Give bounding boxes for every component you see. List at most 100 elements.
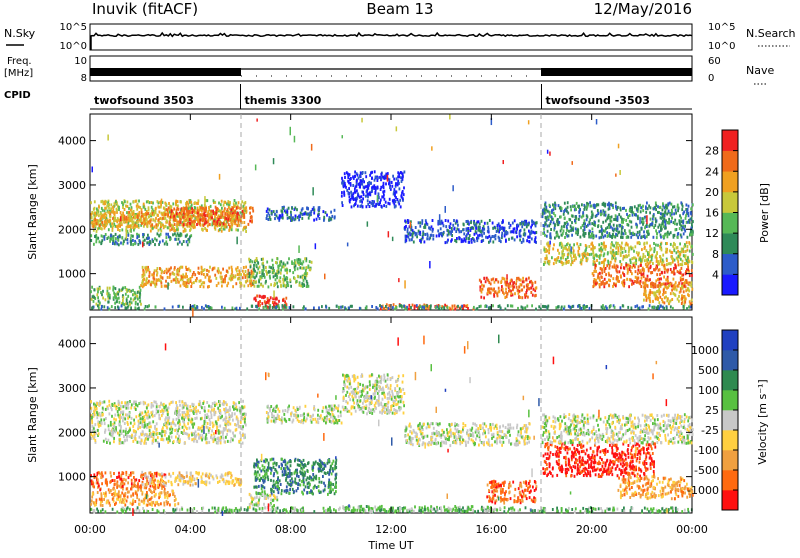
- range-cell: [236, 237, 238, 245]
- range-cell: [201, 214, 203, 217]
- range-cell: [204, 227, 206, 230]
- range-cell: [647, 207, 649, 210]
- range-cell: [146, 241, 148, 244]
- range-cell: [516, 228, 518, 231]
- range-cell: [230, 275, 232, 278]
- range-cell: [118, 243, 120, 246]
- range-cell: [449, 115, 451, 120]
- range-cell: [221, 280, 223, 283]
- range-cell: [649, 211, 651, 214]
- range-cell: [344, 182, 346, 185]
- range-cell: [203, 281, 205, 284]
- range-cell: [649, 248, 651, 251]
- range-cell: [517, 224, 519, 227]
- range-cell: [602, 280, 604, 283]
- range-cell: [441, 307, 443, 310]
- range-cell: [637, 236, 639, 239]
- range-cell: [492, 278, 494, 281]
- range-cell: [567, 248, 569, 251]
- range-cell: [273, 269, 275, 272]
- range-cell: [629, 220, 631, 223]
- range-cell: [242, 276, 244, 279]
- range-cell: [145, 283, 147, 286]
- range-cell: [636, 281, 638, 284]
- range-cell: [679, 214, 681, 217]
- range-cell: [345, 186, 347, 189]
- range-cell: [521, 241, 523, 244]
- range-cell: [117, 293, 119, 296]
- range-cell: [215, 223, 217, 226]
- range-cell: [172, 202, 174, 205]
- range-cell: [159, 241, 161, 244]
- range-cell: [130, 306, 132, 309]
- range-cell: [629, 268, 631, 271]
- range-cell: [171, 216, 173, 219]
- range-cell: [438, 234, 440, 237]
- range-cell: [463, 223, 465, 226]
- range-cell: [634, 245, 636, 248]
- range-cell: [253, 272, 255, 275]
- range-cell: [232, 220, 234, 223]
- range-cell: [437, 229, 439, 232]
- range-cell: [294, 136, 296, 143]
- range-cell: [375, 192, 377, 195]
- range-cell: [173, 278, 175, 281]
- range-cell: [492, 241, 494, 244]
- range-cell: [663, 289, 665, 292]
- range-cell: [282, 278, 284, 281]
- range-cell: [306, 285, 308, 288]
- range-cell: [311, 144, 313, 151]
- range-cell: [564, 217, 566, 220]
- range-cell: [132, 235, 134, 238]
- range-cell: [473, 221, 475, 224]
- range-cell: [687, 236, 689, 239]
- range-cell: [653, 242, 655, 245]
- range-cell: [658, 301, 660, 304]
- range-cell: [617, 206, 619, 209]
- range-cell: [99, 240, 101, 243]
- range-cell: [677, 209, 679, 212]
- range-cell: [604, 205, 606, 208]
- range-cell: [645, 294, 647, 297]
- range-cell: [553, 205, 555, 208]
- range-cell: [664, 271, 666, 274]
- range-cell: [197, 306, 199, 309]
- range-cell: [489, 219, 491, 222]
- range-cell: [518, 277, 520, 280]
- range-cell: [144, 239, 146, 242]
- range-cell: [557, 306, 559, 309]
- range-cell: [134, 306, 136, 309]
- range-cell: [608, 284, 610, 287]
- range-cell: [463, 228, 465, 231]
- range-cell: [603, 254, 605, 257]
- range-cell: [224, 307, 226, 310]
- range-cell: [228, 223, 230, 226]
- range-cell: [426, 237, 428, 240]
- range-cell: [347, 243, 349, 247]
- range-cell: [514, 219, 516, 222]
- range-cell: [135, 200, 137, 203]
- range-cell: [127, 242, 129, 245]
- range-cell: [519, 231, 521, 234]
- range-cell: [681, 228, 683, 231]
- range-cell: [451, 230, 453, 233]
- range-cell: [524, 307, 526, 310]
- range-cell: [359, 175, 361, 178]
- range-cell: [426, 304, 428, 307]
- range-cell: [94, 212, 96, 215]
- range-cell: [407, 228, 409, 231]
- range-cell: [419, 231, 421, 234]
- range-cell: [683, 250, 685, 253]
- range-cell: [641, 277, 643, 280]
- range-cell: [281, 266, 283, 269]
- range-cell: [148, 206, 150, 209]
- range-cell: [214, 274, 216, 277]
- range-cell: [497, 224, 499, 227]
- range-cell: [302, 276, 304, 279]
- nsky-tick-top: 10^5: [60, 22, 87, 33]
- range-cell: [167, 233, 169, 236]
- range-cell: [115, 200, 117, 203]
- range-cell: [274, 217, 276, 220]
- range-cell: [535, 294, 537, 297]
